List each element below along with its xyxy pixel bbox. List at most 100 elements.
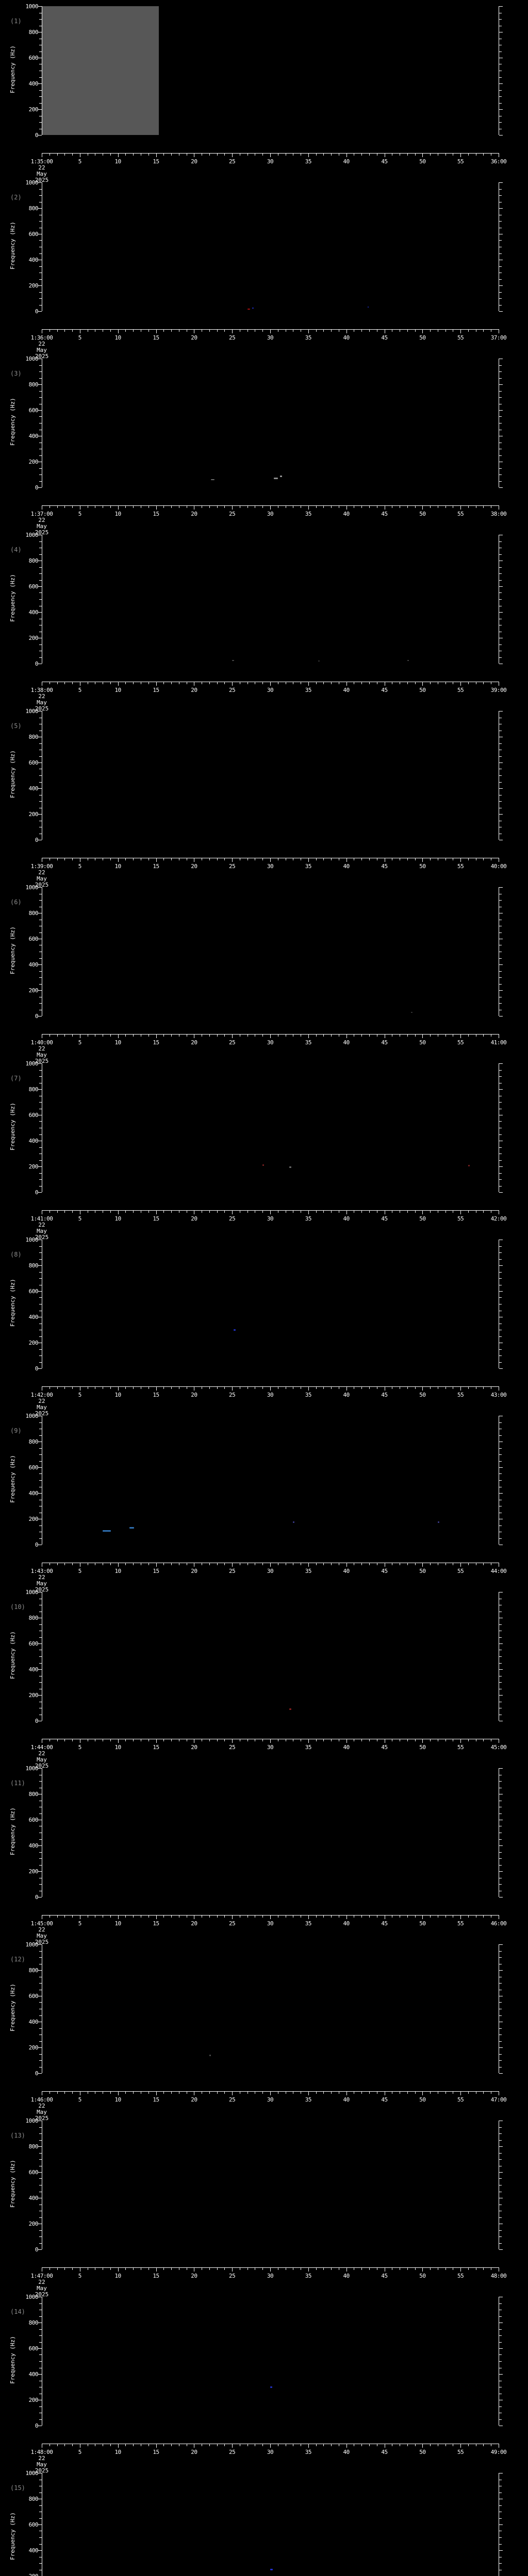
x-axis-minor-tick <box>148 858 149 860</box>
x-axis-major-tick <box>460 2268 461 2272</box>
x-axis-minor-tick <box>468 154 469 156</box>
y-axis-minor-tick <box>39 1252 42 1253</box>
x-axis-minor-tick <box>369 1739 370 1741</box>
y-axis-minor-tick-right <box>499 2316 502 2317</box>
y-axis-tick-label: 400 <box>28 2547 39 2554</box>
y-axis-major-tick-right <box>499 1643 503 1644</box>
x-axis-major-tick <box>270 330 271 333</box>
y-axis-major-tick-right <box>499 1768 503 1769</box>
x-axis-minor-tick <box>224 858 225 860</box>
y-axis-minor-tick-right <box>499 2518 502 2519</box>
y-axis-major-tick <box>38 1695 42 1696</box>
y-axis-minor-tick-right <box>499 2303 502 2304</box>
y-axis-minor-tick-right <box>499 397 502 398</box>
y-axis-tick-label: 200 <box>28 2397 39 2403</box>
x-axis-major-tick <box>270 858 271 862</box>
y-axis-major-tick <box>38 1643 42 1644</box>
x-axis-start-label: 1:38:00 <box>30 687 53 693</box>
x-axis-minor-tick <box>163 2092 164 2094</box>
x-axis-major-tick <box>422 2268 423 2272</box>
y-axis-tick-label: 400 <box>28 609 39 616</box>
x-axis-minor-tick <box>72 330 73 332</box>
x-axis-date-line: 2025 <box>35 705 49 712</box>
x-axis-minor-tick <box>369 682 370 684</box>
x-axis-minor-tick <box>133 2444 134 2446</box>
x-axis-minor-tick <box>57 682 58 684</box>
x-axis-minor-tick <box>125 154 126 156</box>
y-axis-minor-tick <box>39 1448 42 1449</box>
x-axis-minor-tick <box>331 1563 332 1565</box>
x-axis-date-line: May <box>37 1756 47 1763</box>
x-axis-minor-tick <box>224 330 225 332</box>
y-axis-major-tick <box>38 83 42 84</box>
x-axis-tick-label: 30 <box>267 1568 274 1574</box>
y-axis-tick-label: 800 <box>28 1086 39 1093</box>
y-axis-minor-tick <box>39 1422 42 1423</box>
plot-background <box>42 359 499 487</box>
y-axis-tick-label: 800 <box>28 1438 39 1445</box>
y-axis-minor-tick-right <box>499 1435 502 1436</box>
x-axis-end-label: 48:00 <box>490 2273 507 2279</box>
y-axis-minor-tick-right <box>499 2060 502 2061</box>
x-axis-minor-tick <box>64 154 65 156</box>
y-axis-minor-tick-right <box>499 1663 502 1664</box>
x-axis-tick-label: 15 <box>153 511 159 517</box>
x-axis-tick-label: 40 <box>343 158 350 165</box>
x-axis-minor-tick <box>224 2092 225 2094</box>
panel-index-label: (12) <box>10 1956 25 1963</box>
x-axis-minor-tick <box>72 2092 73 2094</box>
x-axis-minor-tick <box>430 330 431 332</box>
y-axis-minor-tick <box>39 1278 42 1279</box>
x-axis-date-line: May <box>37 171 47 177</box>
x-axis-tick-label: 45 <box>381 1920 388 1927</box>
x-axis-minor-tick <box>209 1739 210 1741</box>
x-axis-tick-label: 5 <box>78 1392 82 1398</box>
x-axis-tick-label: 50 <box>419 1920 426 1927</box>
y-axis-minor-tick <box>39 1480 42 1481</box>
plot-area <box>42 1240 499 1368</box>
panel-index-label: (2) <box>10 194 22 201</box>
x-axis-tick-label: 5 <box>78 1744 82 1751</box>
panel-index-label: (4) <box>10 546 22 553</box>
y-axis-major-tick <box>38 1063 42 1064</box>
y-axis-minor-tick <box>39 1624 42 1625</box>
y-axis-minor-tick <box>39 371 42 372</box>
x-axis-tick-label: 45 <box>381 334 388 341</box>
y-axis-minor-tick-right <box>499 77 502 78</box>
x-axis-date-line: May <box>37 347 47 353</box>
x-axis-tick-label: 40 <box>343 334 350 341</box>
x-axis-minor-tick <box>407 1035 408 1037</box>
x-axis-minor-tick <box>57 858 58 860</box>
x-axis-minor-tick <box>217 330 218 332</box>
x-axis-minor-tick <box>110 2268 111 2270</box>
x-axis-minor-tick <box>483 682 484 684</box>
x-axis-tick-label: 10 <box>114 158 122 165</box>
y-axis-minor-tick-right <box>499 1538 502 1539</box>
y-axis-minor-tick-right <box>499 1957 502 1958</box>
x-axis-tick-label: 5 <box>78 334 82 341</box>
x-axis-minor-tick <box>72 2444 73 2446</box>
x-axis-tick-label: 50 <box>419 1215 426 1222</box>
y-axis-tick-label: 1000 <box>25 2470 39 2477</box>
y-axis-tick-label: 600 <box>28 1288 39 1295</box>
x-axis-major-tick <box>422 1563 423 1567</box>
y-axis-major-tick-right <box>499 586 503 587</box>
x-axis-tick-label: 5 <box>78 863 82 870</box>
y-axis-minor-tick <box>39 266 42 267</box>
x-axis-tick-label: 20 <box>191 2273 197 2279</box>
x-axis-major-tick <box>270 1916 271 1919</box>
x-axis-tick-label: 25 <box>229 2449 236 2455</box>
y-axis-minor-tick <box>39 1186 42 1187</box>
y-axis-minor-tick-right <box>499 2243 502 2244</box>
y-axis-minor-tick-right <box>499 1858 502 1859</box>
x-axis-tick-label: 30 <box>267 2096 274 2103</box>
y-axis-minor-tick <box>39 1656 42 1657</box>
y-axis-tick-label: 800 <box>28 910 39 917</box>
x-axis-tick-label: 5 <box>78 2273 82 2279</box>
y-axis-major-tick-right <box>499 1291 503 1292</box>
y-axis-minor-tick-right <box>499 1656 502 1657</box>
x-axis-minor-tick <box>323 1211 324 1213</box>
plot-area <box>42 6 499 135</box>
detection-mark <box>437 1521 439 1523</box>
y-axis-minor-tick-right <box>499 801 502 802</box>
